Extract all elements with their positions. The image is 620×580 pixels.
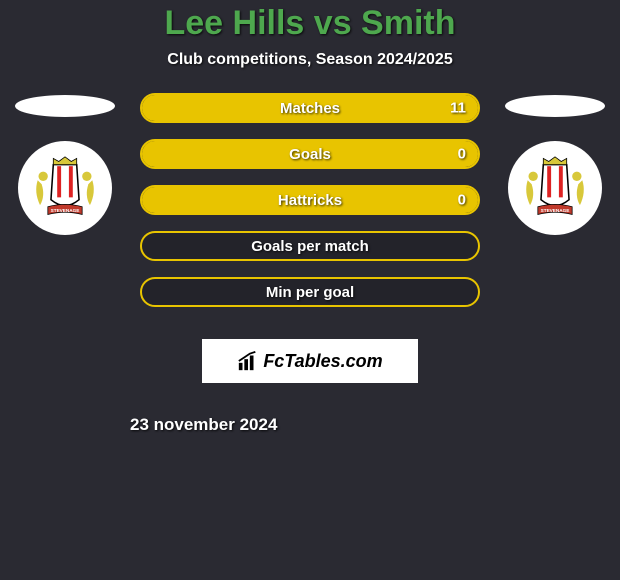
- club-crest-icon: STEVENAGE: [26, 149, 104, 227]
- stat-label: Goals per match: [251, 238, 369, 255]
- stat-value: 0: [458, 192, 466, 209]
- stat-label: Matches: [280, 100, 340, 117]
- player-right-badge: STEVENAGE: [508, 141, 602, 235]
- stat-bar-mpg: Min per goal: [140, 277, 480, 307]
- brand-text: FcTables.com: [263, 351, 382, 372]
- subtitle: Club competitions, Season 2024/2025: [167, 51, 452, 69]
- player-right-oval: [505, 95, 605, 117]
- stat-bar-hattricks: Hattricks 0: [140, 185, 480, 215]
- page-title: Lee Hills vs Smith: [165, 4, 456, 43]
- stat-value: 11: [450, 100, 466, 117]
- stat-label: Goals: [289, 146, 331, 163]
- club-crest-icon: STEVENAGE: [516, 149, 594, 227]
- player-left-oval: [15, 95, 115, 117]
- player-right-col: STEVENAGE: [500, 93, 610, 235]
- date-line: 23 november 2024: [130, 415, 490, 435]
- stat-bar-goals: Goals 0: [140, 139, 480, 169]
- svg-text:STEVENAGE: STEVENAGE: [541, 208, 570, 213]
- player-left-badge: STEVENAGE: [18, 141, 112, 235]
- stat-value: 0: [458, 146, 466, 163]
- stat-bar-gpm: Goals per match: [140, 231, 480, 261]
- comparison-widget: Lee Hills vs Smith Club competitions, Se…: [0, 0, 620, 435]
- bar-chart-icon: [237, 350, 259, 372]
- stat-label: Min per goal: [266, 284, 354, 301]
- stats-column: Matches 11 Goals 0 Hattricks 0 Goals per…: [120, 93, 500, 435]
- stat-label: Hattricks: [278, 192, 342, 209]
- svg-text:STEVENAGE: STEVENAGE: [51, 208, 80, 213]
- stat-bar-matches: Matches 11: [140, 93, 480, 123]
- main-row: STEVENAGE Matches 11 Goals 0 Hattricks 0: [0, 93, 620, 435]
- brand-box: FcTables.com: [202, 339, 418, 383]
- player-left-col: STEVENAGE: [10, 93, 120, 235]
